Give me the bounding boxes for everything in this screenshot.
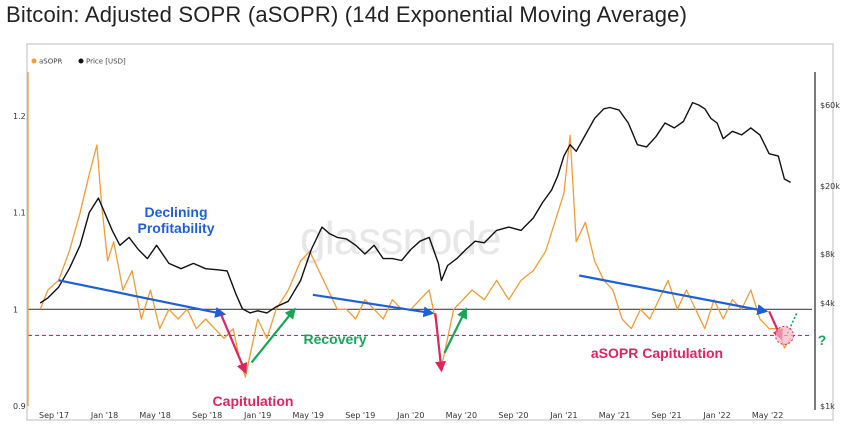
x-tick-label: May '22	[752, 411, 783, 420]
legend: aSOPR Price [USD]	[31, 58, 126, 66]
x-tick-label: Sep '21	[652, 411, 682, 420]
chart-title: Bitcoin: Adjusted SOPR (aSOPR) (14d Expo…	[6, 2, 688, 27]
trend-arrows	[58, 274, 798, 375]
y-right-tick-label: $1k	[820, 402, 835, 411]
x-tick-label: Sep '18	[192, 411, 222, 420]
y-right-tick-label: $60k	[820, 101, 840, 110]
y-right-tick-label: $20k	[820, 182, 840, 191]
x-tick-label: Jan '22	[702, 411, 730, 420]
price-series-line	[39, 101, 791, 314]
legend-label: aSOPR	[39, 58, 62, 66]
annotation-label: Declining Profitability	[137, 204, 214, 236]
x-tick-label: May '19	[292, 411, 323, 420]
watermark: glassnode	[300, 212, 501, 264]
y-left-tick-label: 1.1	[13, 209, 26, 218]
x-tick-label: May '18	[139, 411, 170, 420]
x-tick-label: Sep '17	[39, 411, 69, 420]
legend-label: Price [USD]	[86, 58, 126, 66]
reference-lines	[28, 308, 812, 336]
trend-arrow	[219, 313, 248, 375]
x-tick-label: Jan '21	[549, 411, 577, 420]
legend-marker	[78, 58, 84, 64]
y-right-tick-label: $4k	[820, 299, 835, 308]
annotation-label: Recovery	[303, 331, 366, 347]
highlight-circle	[774, 325, 794, 345]
x-tick-label: May '20	[446, 411, 477, 420]
x-tick-label: Jan '18	[90, 411, 118, 420]
trend-arrow	[434, 313, 446, 373]
y-axis-right: $1k $4k $8k $20k $60k	[814, 72, 840, 411]
x-tick-label: Sep '19	[345, 411, 375, 420]
y-left-tick-label: 1.2	[13, 112, 26, 121]
annotation-label: Capitulation	[213, 393, 294, 409]
trend-arrow	[579, 274, 769, 316]
trend-arrow	[443, 307, 467, 354]
plot-frame	[26, 43, 834, 421]
annotation-label: ?	[818, 332, 827, 348]
trend-arrow	[58, 279, 227, 318]
annotations: Declining Profitability Recovery Capitulati…	[137, 204, 826, 409]
trend-arrow	[250, 307, 296, 364]
y-left-tick-label: 0.9	[13, 402, 26, 411]
x-tick-label: Jan '19	[243, 411, 271, 420]
x-tick-label: May '21	[599, 411, 630, 420]
y-left-tick-label: 1	[13, 305, 18, 314]
y-right-tick-label: $8k	[820, 250, 835, 259]
x-axis: Sep '17 Jan '18 May '18 Sep '18 Jan '19 May '…	[39, 411, 783, 420]
x-tick-label: Jan '20	[396, 411, 424, 420]
capitulation-highlight	[774, 325, 794, 345]
x-tick-label: Sep '20	[498, 411, 528, 420]
y-axis-left: 0.9 1 1.1 1.2	[13, 112, 26, 411]
trend-arrow	[312, 293, 435, 318]
annotation-label: aSOPR Capitulation	[591, 345, 723, 361]
legend-marker	[31, 58, 37, 64]
